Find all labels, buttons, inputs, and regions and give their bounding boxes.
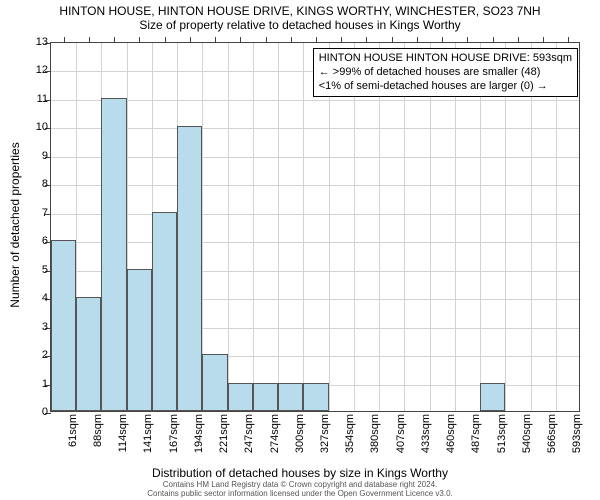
histogram-bar (228, 383, 253, 411)
x-tick (240, 37, 241, 43)
gridline-vertical (455, 43, 456, 411)
x-tick (417, 37, 418, 43)
x-tick-label: 300sqm (294, 414, 306, 453)
page-title: HINTON HOUSE, HINTON HOUSE DRIVE, KINGS … (0, 0, 600, 18)
x-tick (467, 37, 468, 43)
y-tick-label: 9 (30, 150, 48, 162)
x-tick (442, 37, 443, 43)
y-tick-label: 7 (30, 207, 48, 219)
gridline-vertical (480, 43, 481, 411)
gridline-vertical (531, 43, 532, 411)
gridline-vertical (430, 43, 431, 411)
y-tick-label: 2 (30, 349, 48, 361)
x-tick-label: 540sqm (521, 414, 533, 453)
chart-title: Size of property relative to detached ho… (0, 18, 600, 34)
histogram-bar (480, 383, 505, 411)
x-tick (392, 37, 393, 43)
gridline-horizontal (51, 157, 579, 158)
gridline-vertical (354, 43, 355, 411)
x-tick (316, 37, 317, 43)
gridline-vertical (556, 43, 557, 411)
histogram-bar (101, 98, 126, 411)
footer-attribution: Contains HM Land Registry data © Crown c… (0, 481, 600, 499)
gridline-horizontal (51, 214, 579, 215)
gridline-vertical (404, 43, 405, 411)
x-tick (64, 37, 65, 43)
x-tick (518, 37, 519, 43)
x-tick-label: 407sqm (395, 414, 407, 453)
gridline-vertical (228, 43, 229, 411)
y-tick-label: 12 (30, 64, 48, 76)
x-tick-label: 433sqm (420, 414, 432, 453)
chart-plot-area (50, 42, 580, 412)
x-tick (165, 37, 166, 43)
histogram-bar (177, 126, 202, 411)
y-tick-label: 8 (30, 178, 48, 190)
histogram-bar (303, 383, 328, 411)
gridline-vertical (278, 43, 279, 411)
x-tick (493, 37, 494, 43)
y-tick-label: 10 (30, 121, 48, 133)
x-tick-label: 61sqm (67, 414, 79, 447)
x-tick-label: 487sqm (470, 414, 482, 453)
gridline-vertical (303, 43, 304, 411)
y-tick-label: 1 (30, 378, 48, 390)
x-tick (543, 37, 544, 43)
histogram-bar (76, 297, 101, 411)
x-tick (190, 37, 191, 43)
gridline-horizontal (51, 185, 579, 186)
histogram-bar (152, 212, 177, 411)
gridline-vertical (379, 43, 380, 411)
gridline-horizontal (51, 242, 579, 243)
x-tick-label: 194sqm (193, 414, 205, 453)
histogram-bar (253, 383, 278, 411)
gridline-horizontal (51, 100, 579, 101)
x-tick-label: 274sqm (269, 414, 281, 453)
x-tick-label: 354sqm (344, 414, 356, 453)
x-tick-label: 141sqm (142, 414, 154, 453)
x-tick-label: 247sqm (243, 414, 255, 453)
x-axis-label: Distribution of detached houses by size … (0, 466, 600, 480)
x-tick (114, 37, 115, 43)
x-tick (341, 37, 342, 43)
x-tick (215, 37, 216, 43)
x-tick (366, 37, 367, 43)
gridline-vertical (329, 43, 330, 411)
x-tick-label: 380sqm (369, 414, 381, 453)
x-tick-label: 513sqm (496, 414, 508, 453)
y-tick-label: 3 (30, 321, 48, 333)
gridline-horizontal (51, 128, 579, 129)
histogram-bar (127, 269, 152, 411)
x-tick (291, 37, 292, 43)
y-tick-label: 0 (30, 406, 48, 418)
x-tick-label: 114sqm (117, 414, 129, 452)
legend-line: HINTON HOUSE HINTON HOUSE DRIVE: 593sqm (319, 52, 572, 66)
x-tick-label: 167sqm (168, 414, 180, 453)
histogram-bar (278, 383, 303, 411)
gridline-vertical (505, 43, 506, 411)
y-tick-label: 11 (30, 93, 48, 105)
y-axis-label: Number of detached properties (8, 142, 22, 307)
gridline-vertical (253, 43, 254, 411)
x-tick-label: 221sqm (218, 414, 230, 453)
y-tick-label: 6 (30, 235, 48, 247)
x-tick-label: 566sqm (546, 414, 558, 453)
chart-legend: HINTON HOUSE HINTON HOUSE DRIVE: 593sqm … (313, 48, 578, 97)
x-tick-label: 593sqm (571, 414, 583, 453)
legend-line: <1% of semi-detached houses are larger (… (319, 80, 572, 94)
histogram-bar (51, 240, 76, 411)
footer-line: Contains public sector information licen… (0, 490, 600, 499)
x-tick (89, 37, 90, 43)
y-tick-label: 4 (30, 292, 48, 304)
x-tick (568, 37, 569, 43)
y-tick-label: 13 (30, 36, 48, 48)
x-tick (139, 37, 140, 43)
legend-line: ← >99% of detached houses are smaller (4… (319, 66, 572, 80)
histogram-bar (202, 354, 227, 411)
x-tick-label: 327sqm (319, 414, 331, 453)
x-tick-label: 88sqm (92, 414, 104, 447)
x-tick-label: 460sqm (445, 414, 457, 453)
x-tick (266, 37, 267, 43)
y-tick-label: 5 (30, 264, 48, 276)
